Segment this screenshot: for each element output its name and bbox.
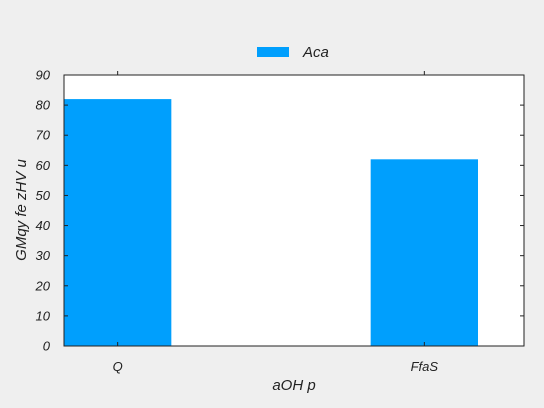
x-tick-label: Q <box>113 359 123 374</box>
y-tick-label: 40 <box>36 218 51 233</box>
plot-frame <box>63 74 525 347</box>
bar-Q <box>64 99 172 346</box>
y-axis-label: GMqy fe zHV u <box>13 158 30 260</box>
y-tick-label: 70 <box>36 128 51 143</box>
legend-swatch <box>257 47 289 57</box>
y-tick-label: 10 <box>36 308 51 323</box>
y-tick-label: 50 <box>36 188 51 203</box>
y-tick-label: 60 <box>36 158 51 173</box>
y-tick-label: 90 <box>36 68 51 83</box>
ticks-group: Q FfaS 0 10 20 30 40 50 60 70 80 90 <box>35 68 524 374</box>
legend-label: Aca <box>302 44 329 61</box>
y-tick-label: 20 <box>35 278 51 293</box>
x-tick-label: FfaS <box>411 359 439 374</box>
y-tick-label: 80 <box>36 98 51 113</box>
bars-group <box>64 99 478 346</box>
y-tick-label: 30 <box>36 248 51 263</box>
legend: Aca <box>257 44 329 61</box>
y-tick-label: 0 <box>43 339 51 354</box>
bar-FfaS <box>370 159 478 346</box>
x-axis-label: aOH p <box>272 377 315 394</box>
